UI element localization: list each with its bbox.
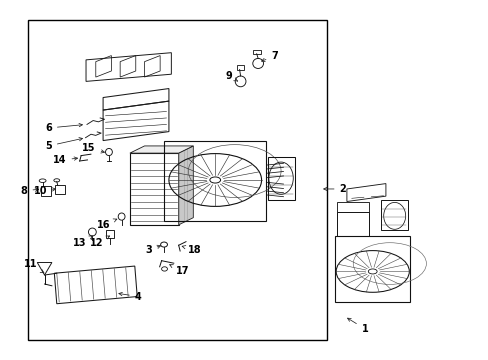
Bar xyxy=(267,157,294,200)
Bar xyxy=(130,153,178,225)
Bar xyxy=(334,235,409,302)
Text: 15: 15 xyxy=(82,143,104,153)
Bar xyxy=(41,186,51,196)
Text: 14: 14 xyxy=(53,155,78,165)
Text: 11: 11 xyxy=(24,259,44,273)
Bar xyxy=(336,212,368,235)
Bar xyxy=(105,230,114,238)
Text: 3: 3 xyxy=(145,245,160,255)
Bar xyxy=(236,65,244,69)
Polygon shape xyxy=(130,146,193,153)
Bar xyxy=(380,200,407,230)
Text: 16: 16 xyxy=(97,219,117,230)
Polygon shape xyxy=(178,146,193,225)
Text: 10: 10 xyxy=(34,186,56,196)
Text: 5: 5 xyxy=(45,138,82,151)
Bar xyxy=(163,140,266,221)
Text: 7: 7 xyxy=(261,51,278,62)
Text: 17: 17 xyxy=(169,265,189,276)
Text: 13: 13 xyxy=(72,236,92,248)
Text: 8: 8 xyxy=(20,186,39,196)
Text: 6: 6 xyxy=(45,123,82,133)
Text: 12: 12 xyxy=(89,236,109,248)
Bar xyxy=(27,21,327,339)
Text: 1: 1 xyxy=(347,318,367,334)
Text: 4: 4 xyxy=(119,292,141,302)
Text: 2: 2 xyxy=(323,184,346,194)
Text: 9: 9 xyxy=(225,71,237,81)
Bar xyxy=(253,50,260,54)
Bar xyxy=(55,185,65,194)
Text: 18: 18 xyxy=(182,245,202,255)
